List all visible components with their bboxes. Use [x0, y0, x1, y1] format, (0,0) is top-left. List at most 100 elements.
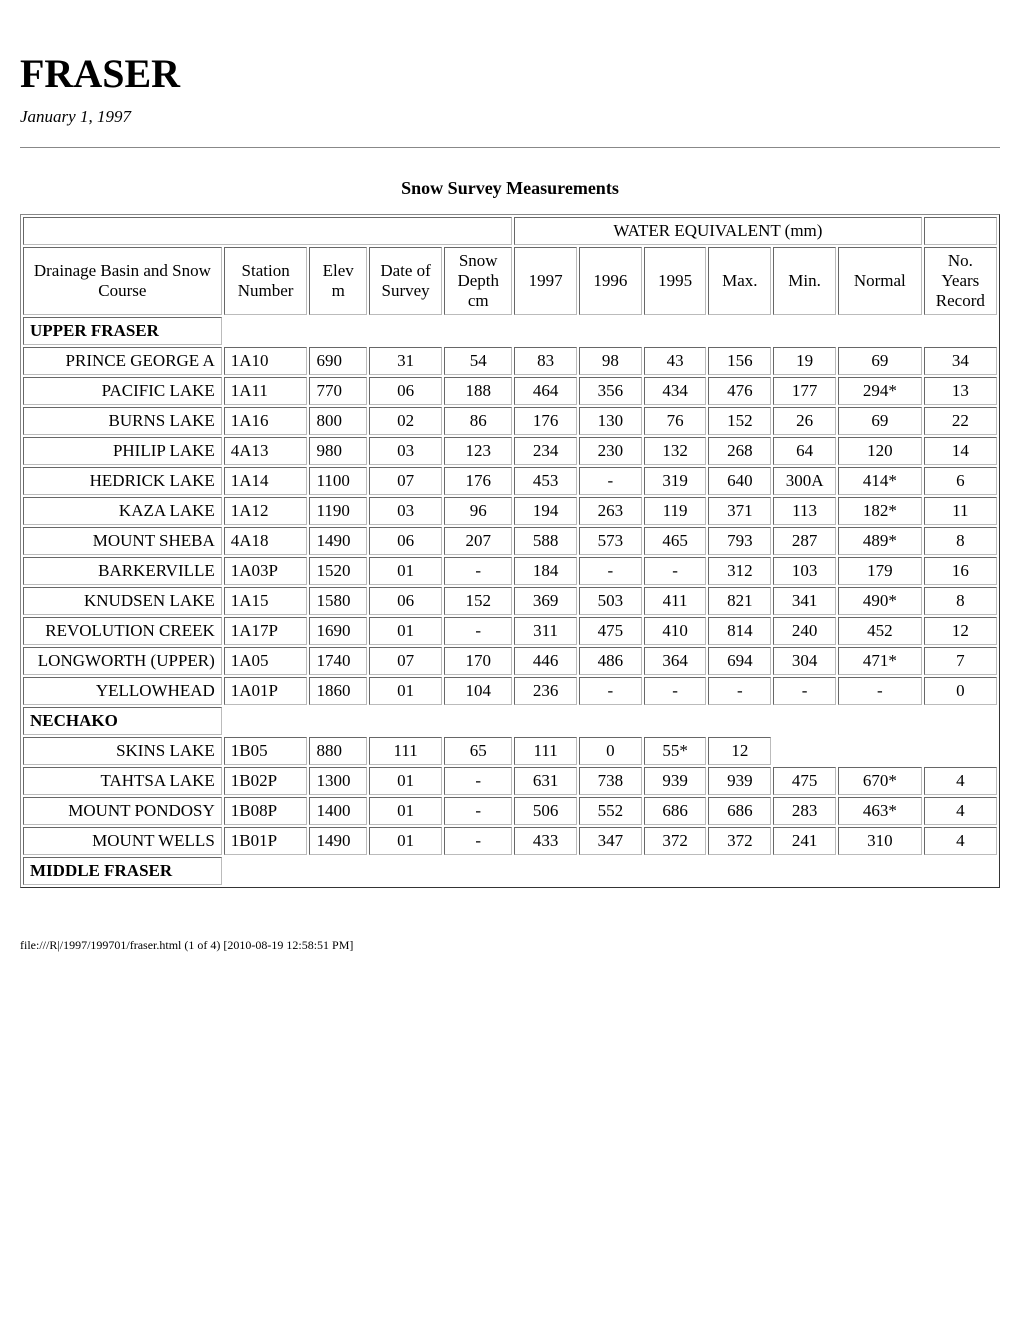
cell-min: 283: [773, 797, 836, 825]
cell-depth: 207: [444, 527, 512, 555]
cell-y1995: -: [644, 557, 707, 585]
cell-normal: 182*: [838, 497, 922, 525]
cell-y1997: 184: [514, 557, 577, 585]
cell-normal: 471*: [838, 647, 922, 675]
cell-course: HEDRICK LAKE: [23, 467, 222, 495]
cell-y1996: -: [579, 557, 642, 585]
cell-years: 22: [924, 407, 997, 435]
cell-course: BURNS LAKE: [23, 407, 222, 435]
cell-years: 14: [924, 437, 997, 465]
cell-station: 1A01P: [224, 677, 308, 705]
cell-years: 4: [924, 797, 997, 825]
cell-min: 241: [773, 827, 836, 855]
column-header: Station Number: [224, 247, 308, 315]
cell-station: 1B02P: [224, 767, 308, 795]
cell-max: 814: [708, 617, 771, 645]
cell-depth: -: [444, 557, 512, 585]
table-row: BURNS LAKE1A16800028617613076152266922: [23, 407, 997, 435]
cell-course: MOUNT SHEBA: [23, 527, 222, 555]
cell-max: 821: [708, 587, 771, 615]
table-row: HEDRICK LAKE1A14110007176453-319640300A4…: [23, 467, 997, 495]
cell-y1997: 588: [514, 527, 577, 555]
cell-date: 07: [369, 467, 442, 495]
cell-depth: -: [444, 617, 512, 645]
cell-date: 06: [369, 587, 442, 615]
cell-elev: 1740: [309, 647, 367, 675]
cell-min: 304: [773, 647, 836, 675]
cell-years: 0: [924, 677, 997, 705]
cell-years: 6: [924, 467, 997, 495]
cell-min: 475: [773, 767, 836, 795]
cell-course: REVOLUTION CREEK: [23, 617, 222, 645]
cell-normal: 490*: [838, 587, 922, 615]
cell-years: 8: [924, 527, 997, 555]
report-date: January 1, 1997: [20, 107, 1000, 127]
cell-date: 06: [369, 377, 442, 405]
cell-min: 177: [773, 377, 836, 405]
section-header: MIDDLE FRASER: [23, 857, 222, 885]
table-row: PRINCE GEORGE A1A10690315483984315619693…: [23, 347, 997, 375]
cell-station: 1A16: [224, 407, 308, 435]
cell-y1997: 311: [514, 617, 577, 645]
cell-y1997: 464: [514, 377, 577, 405]
table-row: PHILIP LAKE4A139800312323423013226864120…: [23, 437, 997, 465]
cell-date: 07: [369, 647, 442, 675]
cell-course: TAHTSA LAKE: [23, 767, 222, 795]
cell-max: 312: [708, 557, 771, 585]
cell-years: 4: [924, 767, 997, 795]
header-group-water-equivalent: WATER EQUIVALENT (mm): [514, 217, 921, 245]
table-row: KAZA LAKE1A1211900396194263119371113182*…: [23, 497, 997, 525]
cell-y1997: 176: [514, 407, 577, 435]
cell-years: 13: [924, 377, 997, 405]
table-row: REVOLUTION CREEK1A17P169001-311475410814…: [23, 617, 997, 645]
cell-min: 300A: [773, 467, 836, 495]
cell-date: 01: [369, 557, 442, 585]
cell-max: 694: [708, 647, 771, 675]
cell-course: MOUNT PONDOSY: [23, 797, 222, 825]
cell-y1997: 433: [514, 827, 577, 855]
cell-years: 34: [924, 347, 997, 375]
cell-y1997: 111: [514, 737, 577, 765]
cell-min: -: [773, 677, 836, 705]
table-row: SKINS LAKE1B0588011165111055*12: [23, 737, 997, 765]
cell-min: 64: [773, 437, 836, 465]
cell-course: PHILIP LAKE: [23, 437, 222, 465]
column-header: Min.: [773, 247, 836, 315]
cell-elev: 1520: [309, 557, 367, 585]
cell-depth: 104: [444, 677, 512, 705]
column-header: Drainage Basin and Snow Course: [23, 247, 222, 315]
cell-normal: 414*: [838, 467, 922, 495]
cell-depth: -: [444, 767, 512, 795]
cell-station: 1A12: [224, 497, 308, 525]
cell-station: 1A03P: [224, 557, 308, 585]
cell-y1996: 98: [579, 347, 642, 375]
header-spacer: [23, 217, 512, 245]
cell-y1997: 369: [514, 587, 577, 615]
cell-y1995: 939: [644, 767, 707, 795]
column-header: No. Years Record: [924, 247, 997, 315]
table-row: MOUNT SHEBA4A181490062075885734657932874…: [23, 527, 997, 555]
cell-elev: 1490: [309, 527, 367, 555]
table-row: BARKERVILLE1A03P152001-184--31210317916: [23, 557, 997, 585]
cell-date: 01: [369, 617, 442, 645]
section-header: UPPER FRASER: [23, 317, 222, 345]
cell-min: 19: [773, 347, 836, 375]
cell-elev: 690: [309, 347, 367, 375]
cell-depth: 170: [444, 647, 512, 675]
cell-depth: -: [444, 827, 512, 855]
cell-min: 103: [773, 557, 836, 585]
cell-y1995: 55*: [644, 737, 707, 765]
cell-y1997: 506: [514, 797, 577, 825]
section-header: NECHAKO: [23, 707, 222, 735]
cell-y1996: -: [579, 467, 642, 495]
cell-elev: 1400: [309, 797, 367, 825]
cell-y1995: -: [644, 677, 707, 705]
cell-course: MOUNT WELLS: [23, 827, 222, 855]
cell-y1996: 552: [579, 797, 642, 825]
cell-y1996: 573: [579, 527, 642, 555]
cell-station: 1A14: [224, 467, 308, 495]
cell-y1997: 234: [514, 437, 577, 465]
cell-course: SKINS LAKE: [23, 737, 222, 765]
divider: [20, 147, 1000, 148]
cell-depth: 188: [444, 377, 512, 405]
